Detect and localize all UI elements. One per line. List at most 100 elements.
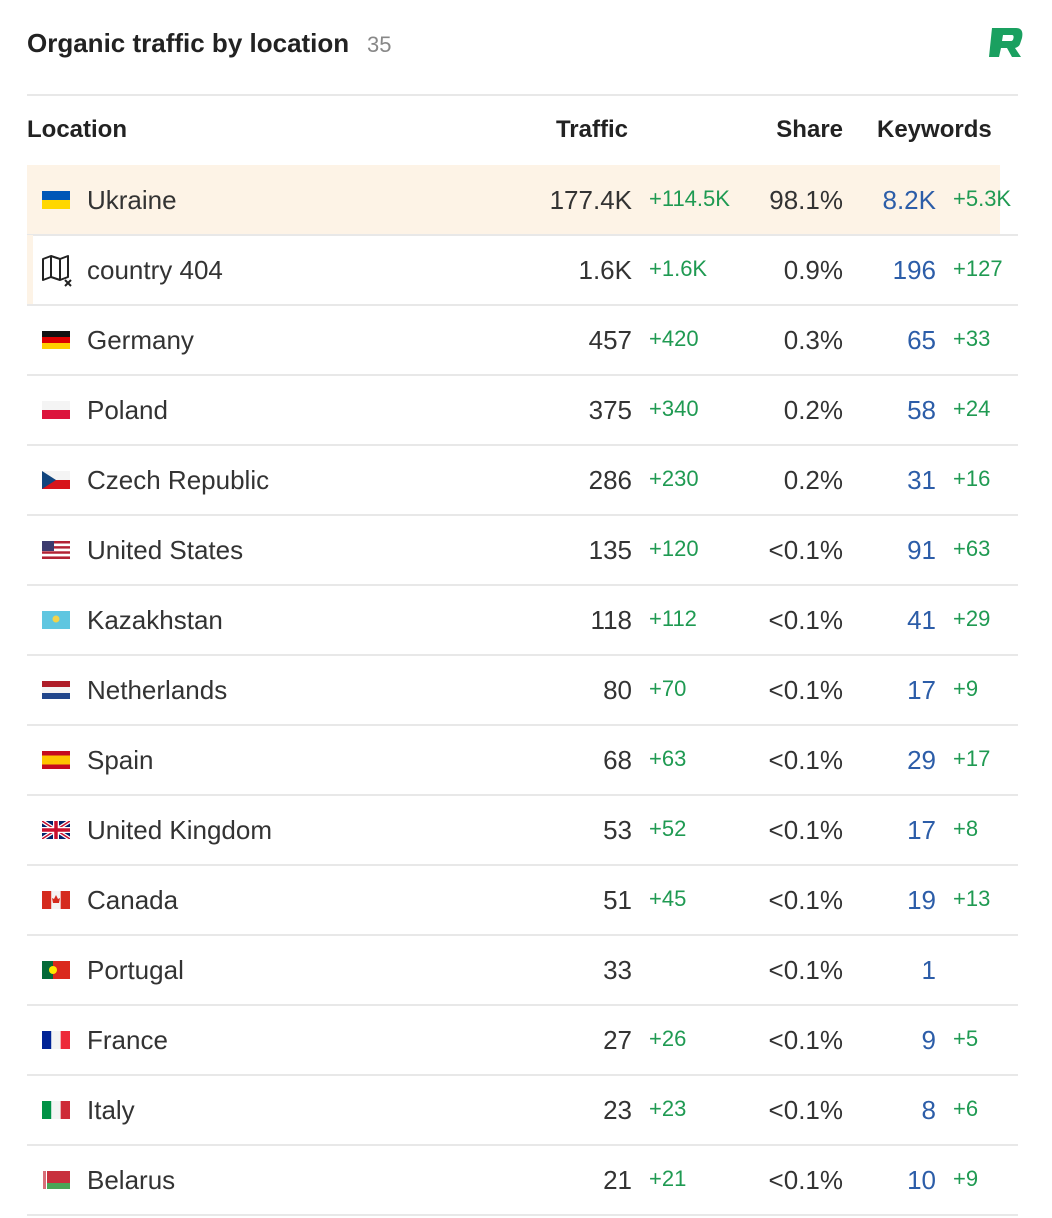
row-divider [27, 374, 1018, 376]
location-name: United Kingdom [87, 815, 272, 845]
keywords-change: +33 [953, 326, 991, 351]
traffic-change: +70 [649, 676, 687, 701]
row-divider [27, 864, 1018, 866]
row-divider [27, 1144, 1018, 1146]
traffic-change: +230 [649, 466, 699, 491]
traffic: 21 [603, 1165, 632, 1195]
share: <0.1% [768, 605, 843, 635]
column-header: Share [776, 116, 843, 143]
keywords-change: +127 [953, 256, 1003, 281]
location-name: Portugal [87, 955, 184, 985]
traffic: 177.4K [549, 185, 632, 215]
location-name: United States [87, 535, 244, 565]
traffic-change: +21 [649, 1166, 687, 1191]
flag [42, 891, 70, 914]
traffic-change: +52 [649, 816, 687, 841]
keywords: 8.2K [882, 185, 937, 215]
share: <0.1% [768, 1095, 843, 1125]
flag [42, 611, 70, 634]
row-divider [27, 1074, 1018, 1076]
row-divider [27, 794, 1018, 796]
flag [42, 331, 70, 354]
keywords: 58 [907, 395, 936, 425]
traffic: 80 [603, 675, 632, 705]
share: <0.1% [768, 1025, 843, 1055]
location-name: country 404 [87, 255, 223, 285]
traffic-change: +26 [649, 1026, 687, 1051]
row-divider [27, 234, 1018, 236]
location-name: Germany [87, 325, 194, 355]
keywords: 17 [907, 675, 936, 705]
traffic: 23 [603, 1095, 632, 1125]
flag [42, 1101, 70, 1124]
flag [42, 191, 70, 214]
location-name: Poland [87, 395, 168, 425]
location-name: Ukraine [87, 185, 177, 215]
traffic: 118 [590, 605, 632, 635]
traffic: 33 [603, 955, 632, 985]
keywords-change: +8 [953, 816, 979, 841]
share: 0.2% [783, 465, 843, 495]
keywords: 10 [907, 1165, 936, 1195]
traffic-change: +23 [649, 1096, 687, 1121]
flag [42, 751, 70, 774]
location-name: France [87, 1025, 168, 1055]
keywords-change: +9 [953, 676, 979, 701]
flag [40, 819, 72, 844]
share: 0.9% [783, 255, 843, 285]
row-divider [27, 654, 1018, 656]
keywords-change: +16 [953, 466, 991, 491]
unknown-location-icon [40, 253, 74, 292]
traffic: 375 [588, 395, 632, 425]
keywords: 196 [892, 255, 936, 285]
divider [27, 94, 1018, 96]
keywords-change: +63 [953, 536, 991, 561]
keywords: 19 [907, 885, 936, 915]
row-highlight [27, 165, 1000, 235]
traffic-change: +420 [649, 326, 699, 351]
keywords-change: +6 [953, 1096, 979, 1121]
row-divider [27, 304, 1018, 306]
flag [42, 541, 70, 564]
traffic-change: +63 [649, 746, 687, 771]
keywords-change: +13 [953, 886, 991, 911]
traffic-change: +112 [649, 606, 697, 631]
row-divider [27, 1214, 1018, 1216]
traffic-change: +114.5K [649, 186, 730, 211]
share: 0.2% [783, 395, 843, 425]
share: <0.1% [768, 955, 843, 985]
traffic: 286 [588, 465, 632, 495]
keywords-change: +29 [953, 606, 991, 631]
traffic-change: +1.6K [649, 256, 708, 281]
location-name: Kazakhstan [87, 605, 223, 635]
traffic-change: +45 [649, 886, 687, 911]
column-header: Location [27, 116, 127, 143]
keywords: 8 [921, 1095, 936, 1125]
share: <0.1% [768, 745, 843, 775]
location-name: Italy [87, 1095, 135, 1125]
keywords-change: +24 [953, 396, 991, 421]
keywords-change: +5.3K [953, 186, 1012, 211]
row-divider [27, 724, 1018, 726]
flag [42, 1171, 70, 1194]
traffic: 53 [603, 815, 632, 845]
row-marker [27, 235, 33, 305]
share: 98.1% [769, 185, 843, 215]
row-divider [27, 584, 1018, 586]
keywords: 1 [921, 955, 936, 985]
keywords: 91 [907, 535, 936, 565]
share: <0.1% [768, 885, 843, 915]
row-divider [27, 514, 1018, 516]
keywords: 9 [921, 1025, 936, 1055]
share: <0.1% [768, 675, 843, 705]
keywords: 41 [907, 605, 936, 635]
flag [42, 401, 70, 424]
traffic: 135 [588, 535, 632, 565]
traffic-change: +340 [649, 396, 699, 421]
traffic-change: +120 [649, 536, 699, 561]
flag [42, 1031, 70, 1054]
row-divider [27, 1004, 1018, 1006]
logo [989, 28, 1023, 57]
keywords: 29 [907, 745, 936, 775]
